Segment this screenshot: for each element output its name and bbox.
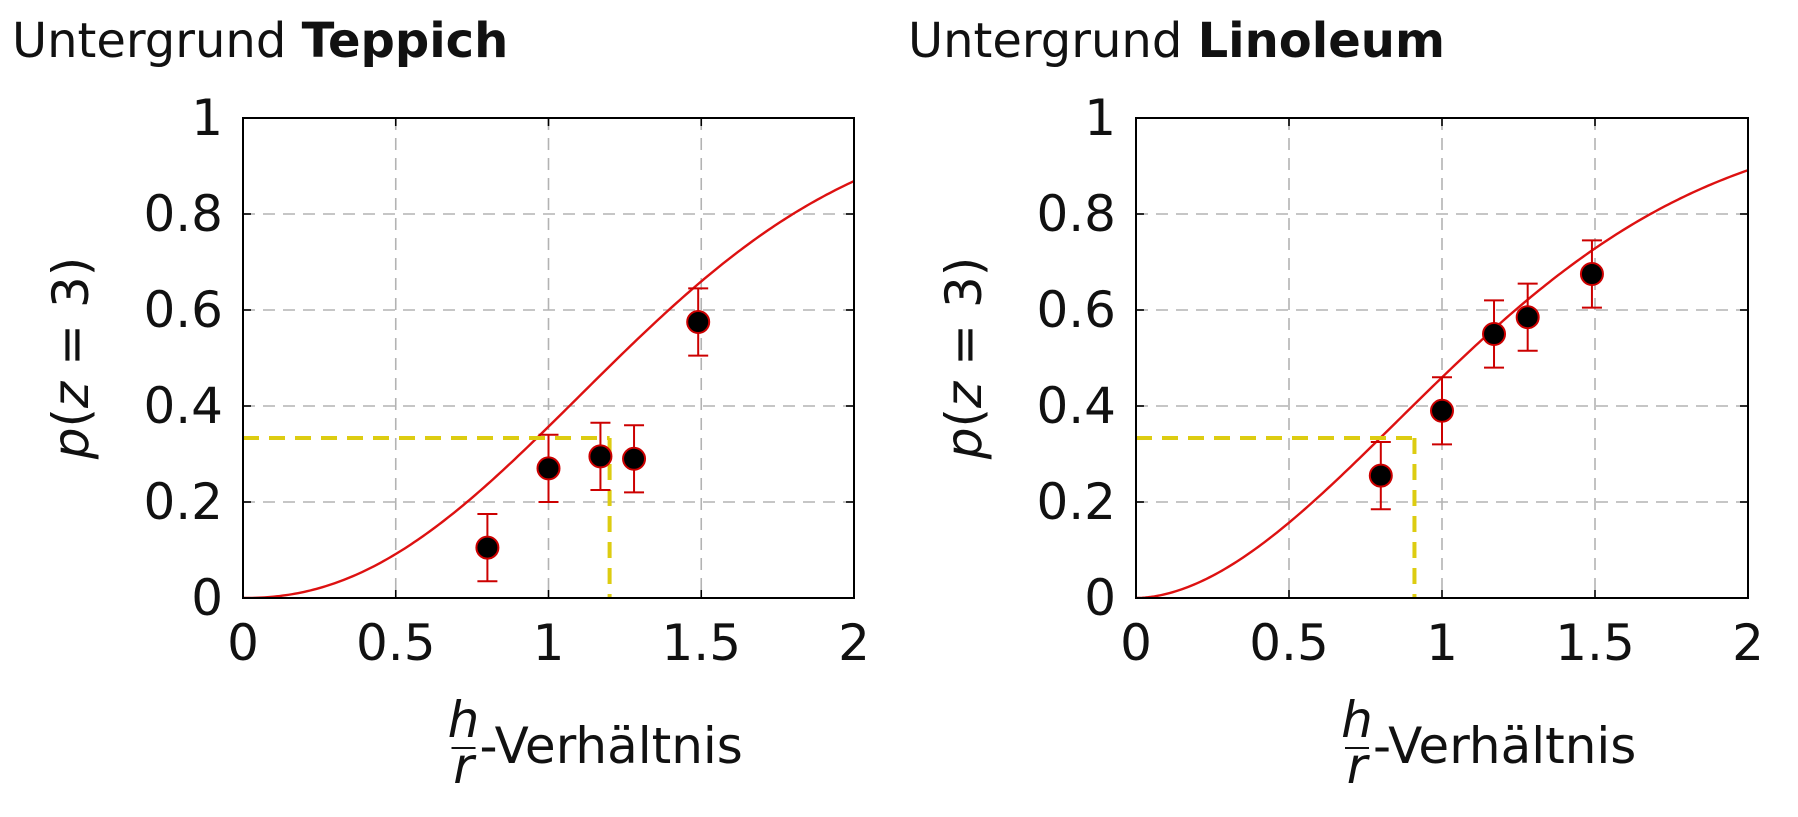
- y-label-open: (: [42, 408, 100, 428]
- y-label-p: p: [935, 428, 993, 461]
- chart-title-prefix: Untergrund: [908, 13, 1182, 69]
- chart-panel-2: Untergrund Linoleum 0 0.5 1 1.5 2 0 0.2 0.4 0.6 0.…: [908, 13, 1764, 795]
- chart-title: Untergrund Linoleum: [908, 13, 1445, 69]
- y-tick-label: 0.4: [1036, 377, 1116, 435]
- plot-frame: [242, 117, 855, 599]
- x-label-suffix: -Verhältnis: [1373, 717, 1636, 775]
- y-tick-label: 0.6: [1036, 281, 1116, 339]
- y-tick-label: 0.8: [143, 185, 223, 243]
- chart-title-bold: Teppich: [302, 13, 509, 69]
- plot-frame: [1135, 117, 1749, 599]
- x-label-numerator: h: [448, 691, 480, 749]
- x-tick-label: 2: [838, 614, 870, 672]
- y-label-p: p: [42, 428, 100, 461]
- data-point: [1579, 262, 1604, 286]
- y-tick-label: 0.2: [1036, 473, 1116, 531]
- y-tick-label: 0: [191, 569, 223, 627]
- x-tick-label: 0: [1120, 614, 1152, 672]
- data-point: [1430, 398, 1454, 423]
- y-label-z: z: [935, 380, 993, 409]
- data-point: [1482, 322, 1507, 346]
- chart-title-space: [286, 13, 301, 69]
- x-tick-label: 1.5: [1555, 614, 1635, 672]
- y-tick-label: 0.2: [143, 473, 223, 531]
- x-tick-label: 1: [533, 614, 565, 672]
- x-tick-label: 1.5: [661, 614, 741, 672]
- data-point: [475, 535, 500, 560]
- data-point: [622, 446, 647, 471]
- fit-curve: [243, 180, 854, 598]
- y-label-z: z: [42, 380, 100, 409]
- y-tick-label: 1: [1084, 89, 1116, 147]
- y-tick-label: 1: [191, 89, 223, 147]
- y-label-rest: = 3): [935, 257, 993, 382]
- chart-title-prefix: Untergrund: [12, 13, 286, 69]
- x-label-denominator: r: [453, 737, 477, 795]
- x-tick-label: 0.5: [356, 614, 436, 672]
- x-label-suffix: -Verhältnis: [480, 717, 743, 775]
- y-label: p(z = 3): [42, 257, 100, 461]
- y-label-rest: = 3): [42, 257, 100, 382]
- data-point: [536, 456, 561, 481]
- chart-title-space: [1182, 13, 1197, 69]
- y-label-open: (: [935, 408, 993, 428]
- y-tick-label: 0.8: [1036, 185, 1116, 243]
- x-tick-label: 2: [1732, 614, 1764, 672]
- y-tick-label: 0.6: [143, 281, 223, 339]
- x-tick-label: 0.5: [1249, 614, 1329, 672]
- data-point: [588, 444, 613, 469]
- y-tick-label: 0.4: [143, 377, 223, 435]
- y-label: p(z = 3): [935, 257, 993, 461]
- chart-title-bold: Linoleum: [1198, 13, 1445, 69]
- data-point: [1368, 463, 1393, 488]
- x-label-numerator: h: [1341, 691, 1373, 749]
- chart-panel-1: Untergrund Teppich 0 0.5 1 1.5 2 0 0.2 0.4 0.6 0.8…: [12, 13, 870, 795]
- chart-title: Untergrund Teppich: [12, 13, 508, 69]
- x-tick-label: 1: [1426, 614, 1458, 672]
- x-label-denominator: r: [1347, 737, 1371, 795]
- data-point: [1515, 305, 1540, 330]
- x-tick-label: 0: [227, 614, 259, 672]
- y-tick-label: 0: [1084, 569, 1116, 627]
- data-point: [686, 310, 711, 334]
